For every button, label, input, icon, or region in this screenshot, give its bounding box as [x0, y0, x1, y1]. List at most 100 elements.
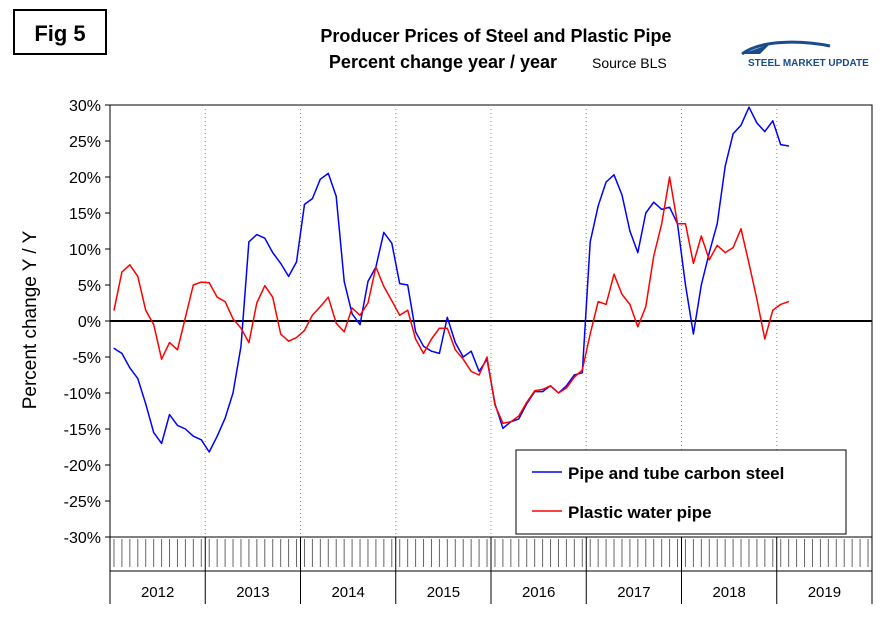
- data-point-plastic: [129, 264, 131, 266]
- data-point-steel: [541, 390, 544, 393]
- data-point-plastic: [462, 358, 464, 360]
- data-point-steel: [637, 252, 639, 254]
- data-point-plastic: [565, 387, 568, 389]
- data-point-steel: [192, 435, 194, 437]
- data-point-steel: [668, 206, 671, 208]
- data-point-plastic: [351, 307, 353, 309]
- logo-text: STEEL MARKET UPDATE: [748, 58, 869, 69]
- data-point-steel: [160, 442, 163, 444]
- data-point-plastic: [113, 309, 115, 311]
- series-line-steel: [113, 106, 789, 453]
- series-layer: [113, 106, 790, 453]
- data-point-plastic: [208, 282, 210, 284]
- data-point-plastic: [383, 285, 385, 288]
- data-point-steel: [788, 145, 790, 147]
- data-point-plastic: [740, 228, 742, 230]
- data-point-plastic: [772, 309, 774, 311]
- data-point-steel: [216, 435, 218, 437]
- data-point-plastic: [391, 300, 393, 302]
- y-tick-label: -20%: [64, 458, 101, 475]
- data-point-steel: [224, 417, 226, 419]
- data-point-plastic: [430, 338, 433, 340]
- fig-label-box: [13, 9, 107, 55]
- data-point-plastic: [438, 327, 441, 329]
- data-point-plastic: [311, 314, 314, 316]
- data-point-plastic: [240, 327, 242, 329]
- chart-title: Producer Prices of Steel and Plastic Pip…: [320, 26, 671, 46]
- logo-swoosh: [741, 40, 831, 56]
- data-point-plastic: [621, 293, 623, 295]
- legend-label-plastic: Plastic water pipe: [568, 503, 712, 522]
- year-label-2013: 2013: [236, 584, 269, 601]
- data-point-steel: [661, 208, 663, 210]
- legend: Pipe and tube carbon steel Plastic water…: [515, 449, 847, 535]
- data-point-steel: [287, 275, 290, 277]
- data-point-plastic: [264, 285, 266, 287]
- data-point-plastic: [327, 296, 329, 298]
- data-point-plastic: [684, 223, 687, 225]
- data-point-steel: [184, 428, 187, 430]
- data-point-plastic: [414, 338, 417, 340]
- data-point-plastic: [716, 244, 718, 246]
- data-point-plastic: [184, 316, 187, 318]
- data-point-steel: [311, 198, 314, 200]
- data-point-steel: [478, 370, 480, 372]
- y-tick-label: 0%: [78, 314, 101, 331]
- data-point-steel: [335, 195, 337, 198]
- data-point-steel: [383, 231, 385, 234]
- y-tick-label: -30%: [64, 530, 101, 547]
- data-point-plastic: [200, 281, 202, 283]
- data-point-plastic: [454, 349, 456, 351]
- data-point-steel: [645, 212, 647, 214]
- logo-mark: [742, 44, 770, 54]
- data-point-steel: [295, 261, 298, 263]
- data-point-steel: [565, 385, 568, 387]
- data-point-plastic: [708, 259, 710, 261]
- data-point-plastic: [700, 235, 702, 237]
- data-point-plastic: [549, 385, 552, 387]
- data-point-steel: [280, 262, 282, 264]
- fig-label: Fig 5: [34, 21, 85, 46]
- data-point-plastic: [526, 401, 528, 403]
- data-point-steel: [113, 347, 115, 349]
- data-point-plastic: [407, 309, 409, 311]
- data-point-plastic: [224, 300, 226, 303]
- data-point-steel: [605, 181, 607, 183]
- data-point-plastic: [589, 333, 591, 335]
- data-point-plastic: [272, 296, 274, 298]
- data-point-plastic: [121, 271, 123, 273]
- data-point-steel: [613, 174, 615, 176]
- data-point-steel: [343, 280, 345, 282]
- data-point-plastic: [359, 314, 361, 316]
- data-point-steel: [200, 439, 202, 441]
- y-tick-label: -15%: [64, 422, 101, 439]
- data-point-steel: [438, 352, 441, 354]
- year-label-2018: 2018: [712, 584, 745, 601]
- data-point-steel: [248, 241, 250, 243]
- data-point-plastic: [732, 246, 734, 249]
- data-point-steel: [653, 201, 655, 203]
- legend-box: [515, 449, 847, 535]
- data-point-steel: [422, 345, 425, 347]
- data-point-plastic: [478, 374, 480, 376]
- data-point-plastic: [668, 176, 671, 178]
- y-tick-label: 20%: [69, 170, 101, 187]
- data-point-plastic: [160, 358, 163, 360]
- data-point-steel: [153, 432, 155, 434]
- data-point-steel: [700, 284, 702, 286]
- data-point-plastic: [637, 326, 639, 328]
- data-point-plastic: [534, 390, 536, 392]
- data-point-steel: [359, 324, 361, 326]
- data-point-steel: [145, 403, 147, 405]
- data-point-steel: [303, 203, 306, 205]
- data-point-plastic: [399, 314, 401, 316]
- data-point-steel: [446, 316, 448, 318]
- data-point-plastic: [176, 349, 179, 351]
- data-point-steel: [708, 252, 710, 254]
- data-point-plastic: [343, 331, 345, 333]
- data-point-steel: [470, 350, 472, 352]
- data-point-steel: [597, 205, 599, 207]
- y-tick-label: -5%: [73, 350, 101, 367]
- data-point-plastic: [510, 421, 512, 423]
